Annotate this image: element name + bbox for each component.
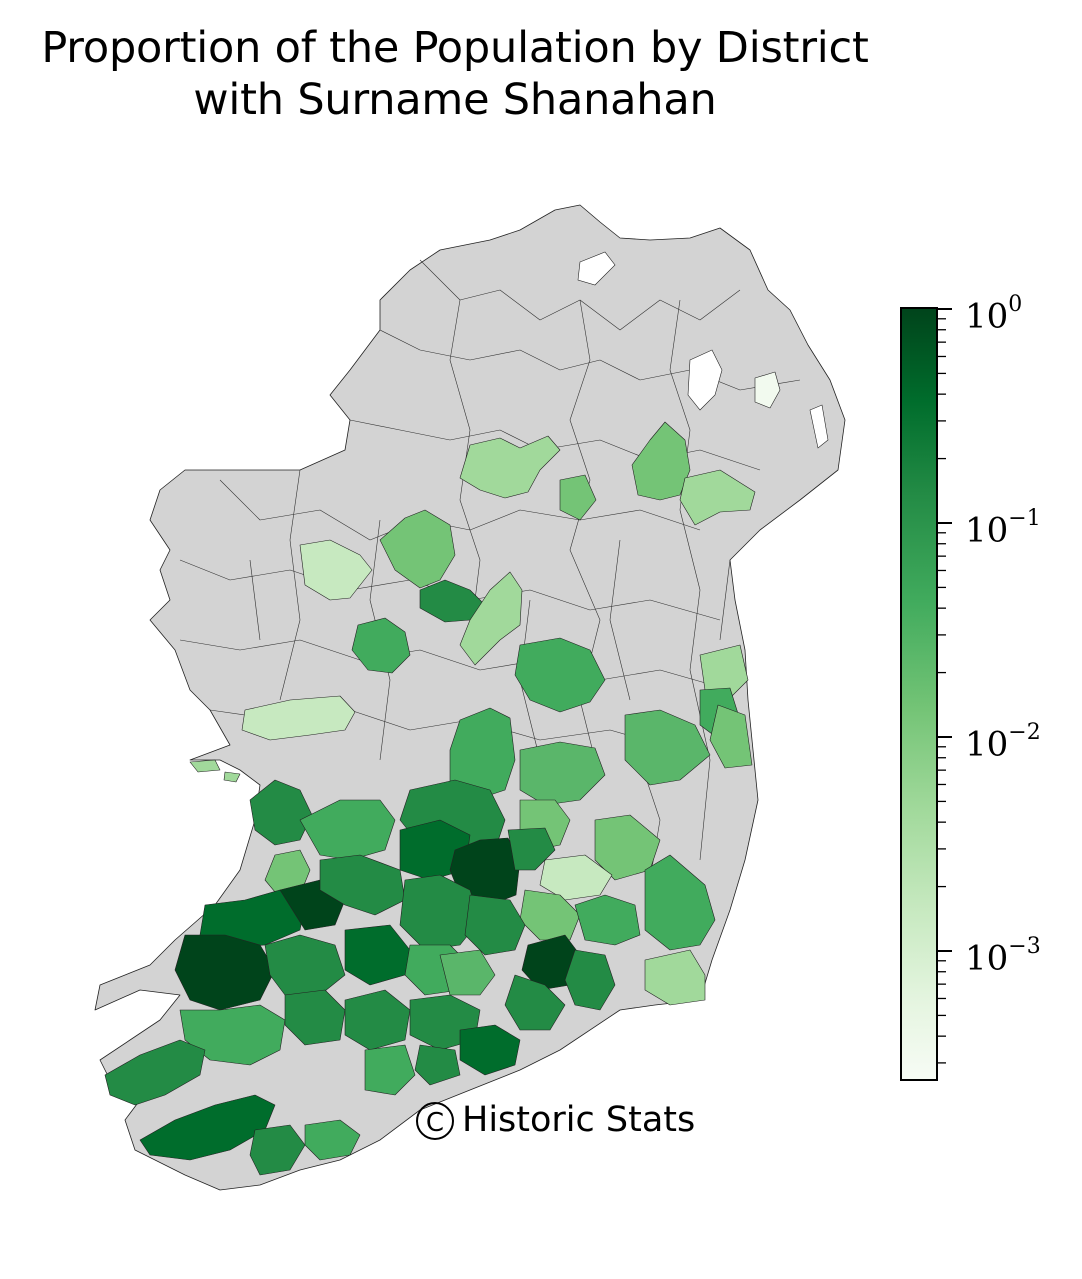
- district-louth: [699, 644, 749, 699]
- district-antrim-south: [754, 371, 781, 409]
- credit-text: C Historic Stats: [416, 1100, 695, 1140]
- district-cork-harbour: [414, 1044, 461, 1086]
- district-roscommon-mid: [351, 617, 411, 674]
- district-waterford-east: [564, 949, 616, 1011]
- district-leitrim: [379, 509, 456, 589]
- district-kerry-mid: [264, 934, 346, 996]
- district-limerick-east: [319, 854, 406, 916]
- strangford-lough: [809, 404, 829, 449]
- tick-label-2: 10−2: [965, 720, 1041, 765]
- district-galway-island: [189, 759, 221, 773]
- district-waterford-south: [504, 974, 566, 1031]
- district-wexford-north: [644, 854, 716, 951]
- district-galway-coast: [241, 695, 356, 741]
- district-clare-mid: [299, 799, 396, 861]
- district-tipperary-core: [449, 837, 521, 906]
- district-kilkenny-mid: [539, 854, 613, 901]
- district-cork-city: [459, 1024, 521, 1076]
- district-cork-mid: [284, 989, 346, 1046]
- lough-neagh: [687, 349, 723, 411]
- district-kilkenny-east: [574, 894, 641, 946]
- district-meath: [514, 637, 606, 713]
- district-regions: [104, 371, 781, 1176]
- district-fermanagh-lakes: [459, 435, 561, 499]
- district-cork-central: [344, 989, 411, 1051]
- district-kerry-beara: [139, 1094, 276, 1161]
- district-down-west: [679, 469, 756, 526]
- district-offaly: [449, 707, 516, 801]
- tick-label-3: 10−3: [965, 934, 1041, 979]
- district-mayo-east: [299, 539, 373, 601]
- district-kerry-north: [174, 934, 276, 1011]
- tick-label-0: 100: [965, 292, 1023, 337]
- district-dublin-south: [709, 704, 753, 769]
- lakes: [577, 251, 829, 449]
- district-cork-south: [364, 1044, 416, 1096]
- title-line-2: with Surname Shanahan: [193, 75, 717, 125]
- district-cork-west: [249, 1124, 306, 1176]
- district-galway-island-2: [223, 771, 241, 783]
- copyright-icon: C: [416, 1102, 454, 1140]
- district-armagh: [631, 421, 691, 501]
- district-tipperary-se: [464, 894, 526, 956]
- district-cork-skibb: [304, 1119, 361, 1161]
- title-line-1: Proportion of the Population by District: [41, 23, 869, 73]
- district-cavan-south: [459, 571, 523, 666]
- district-tyrone-south: [559, 474, 597, 521]
- district-cork-light: [439, 949, 496, 996]
- colorbar: [900, 307, 938, 1081]
- map-title: Proportion of the Population by District…: [0, 22, 910, 126]
- district-tipperary-east: [507, 827, 556, 871]
- tick-label-1: 10−1: [965, 506, 1041, 551]
- credit-label: Historic Stats: [462, 1100, 696, 1140]
- district-laois: [519, 741, 606, 806]
- district-kildare: [624, 709, 711, 786]
- lough-foyle: [577, 251, 616, 286]
- district-kerry-iveragh: [104, 1039, 206, 1106]
- district-wexford-south: [644, 949, 706, 1006]
